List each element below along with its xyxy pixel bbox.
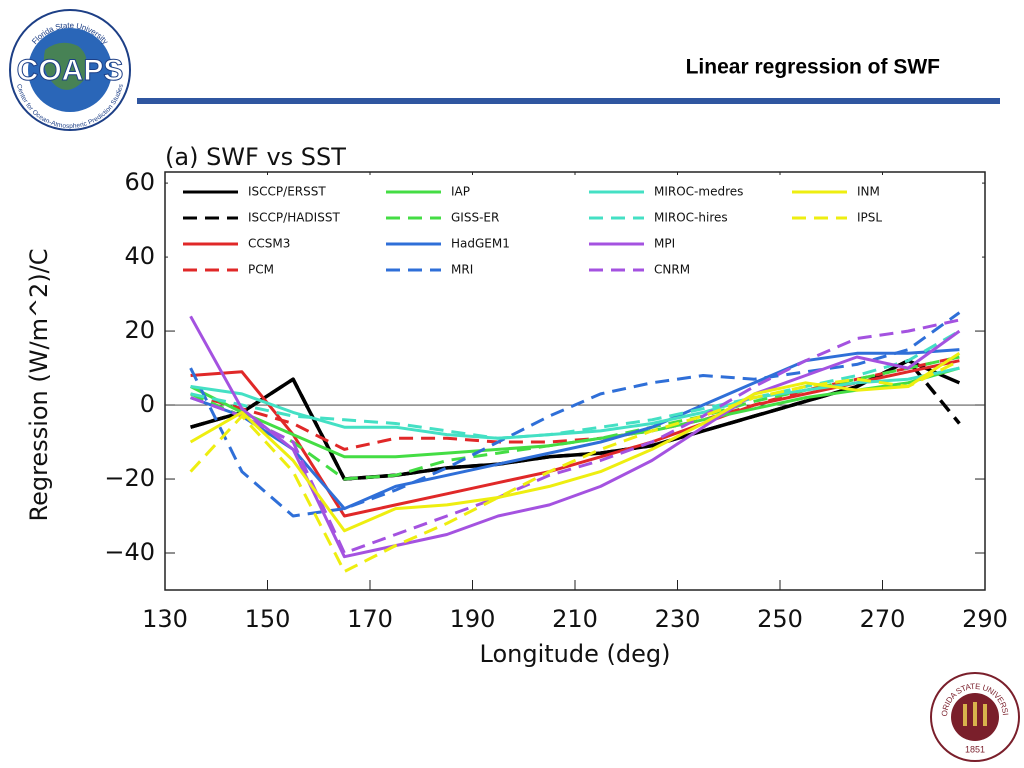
series-line [189,366,960,459]
y-tick-label: 20 [124,316,155,344]
y-axis-label: Regression (W/m^2)/C [25,248,53,521]
series-line [190,359,960,518]
legend-label: CCSM3 [248,237,290,251]
x-tick-label: 250 [757,605,803,633]
legend-label: CNRM [654,263,690,277]
legend-label: MRI [451,263,473,277]
legend-label: MIROC-hires [654,211,728,225]
legend-label: IPSL [857,211,882,225]
legend-label: PCM [248,263,274,277]
y-tick-label: 60 [124,168,155,196]
slide-title: Linear regression of SWF [686,56,941,79]
y-tick-label: 0 [140,390,155,418]
header-rule [137,98,1000,104]
y-tick-label: −40 [104,538,155,566]
legend-label: ISCCP/HADISST [248,211,340,225]
legend-label: INM [857,185,880,199]
x-tick-label: 170 [347,605,393,633]
legend-label: MPI [654,237,675,251]
chart-title: (a) SWF vs SST [165,143,346,171]
legend-label: GISS-ER [451,211,499,225]
x-tick-label: 270 [860,605,906,633]
logo-name: COAPS [17,54,124,87]
series-line [190,355,960,481]
x-tick-label: 290 [962,605,1008,633]
y-tick-label: 40 [124,242,155,270]
series-line [189,315,961,559]
legend-label: ISCCP/ERSST [248,185,326,199]
series-line [189,311,961,518]
legend-label: MIROC-medres [654,185,743,199]
legend-label: HadGEM1 [451,237,510,251]
x-tick-label: 230 [655,605,701,633]
y-tick-label: −20 [104,464,155,492]
series-line [189,359,961,573]
x-tick-label: 190 [450,605,496,633]
seal-year: 1851 [965,744,985,754]
coaps-logo: COAPS Florida State University Center fo… [9,9,131,131]
series-line [189,352,961,533]
x-tick-label: 150 [245,605,291,633]
x-axis-label: Longitude (deg) [480,640,671,668]
series-line [190,329,961,440]
x-tick-label: 210 [552,605,598,633]
series-line [190,348,960,511]
legend-label: IAP [451,185,470,199]
series-line [190,355,960,451]
x-tick-label: 130 [142,605,188,633]
chart: (a) SWF vs SST Longitude (deg) Regressio… [25,143,1008,668]
